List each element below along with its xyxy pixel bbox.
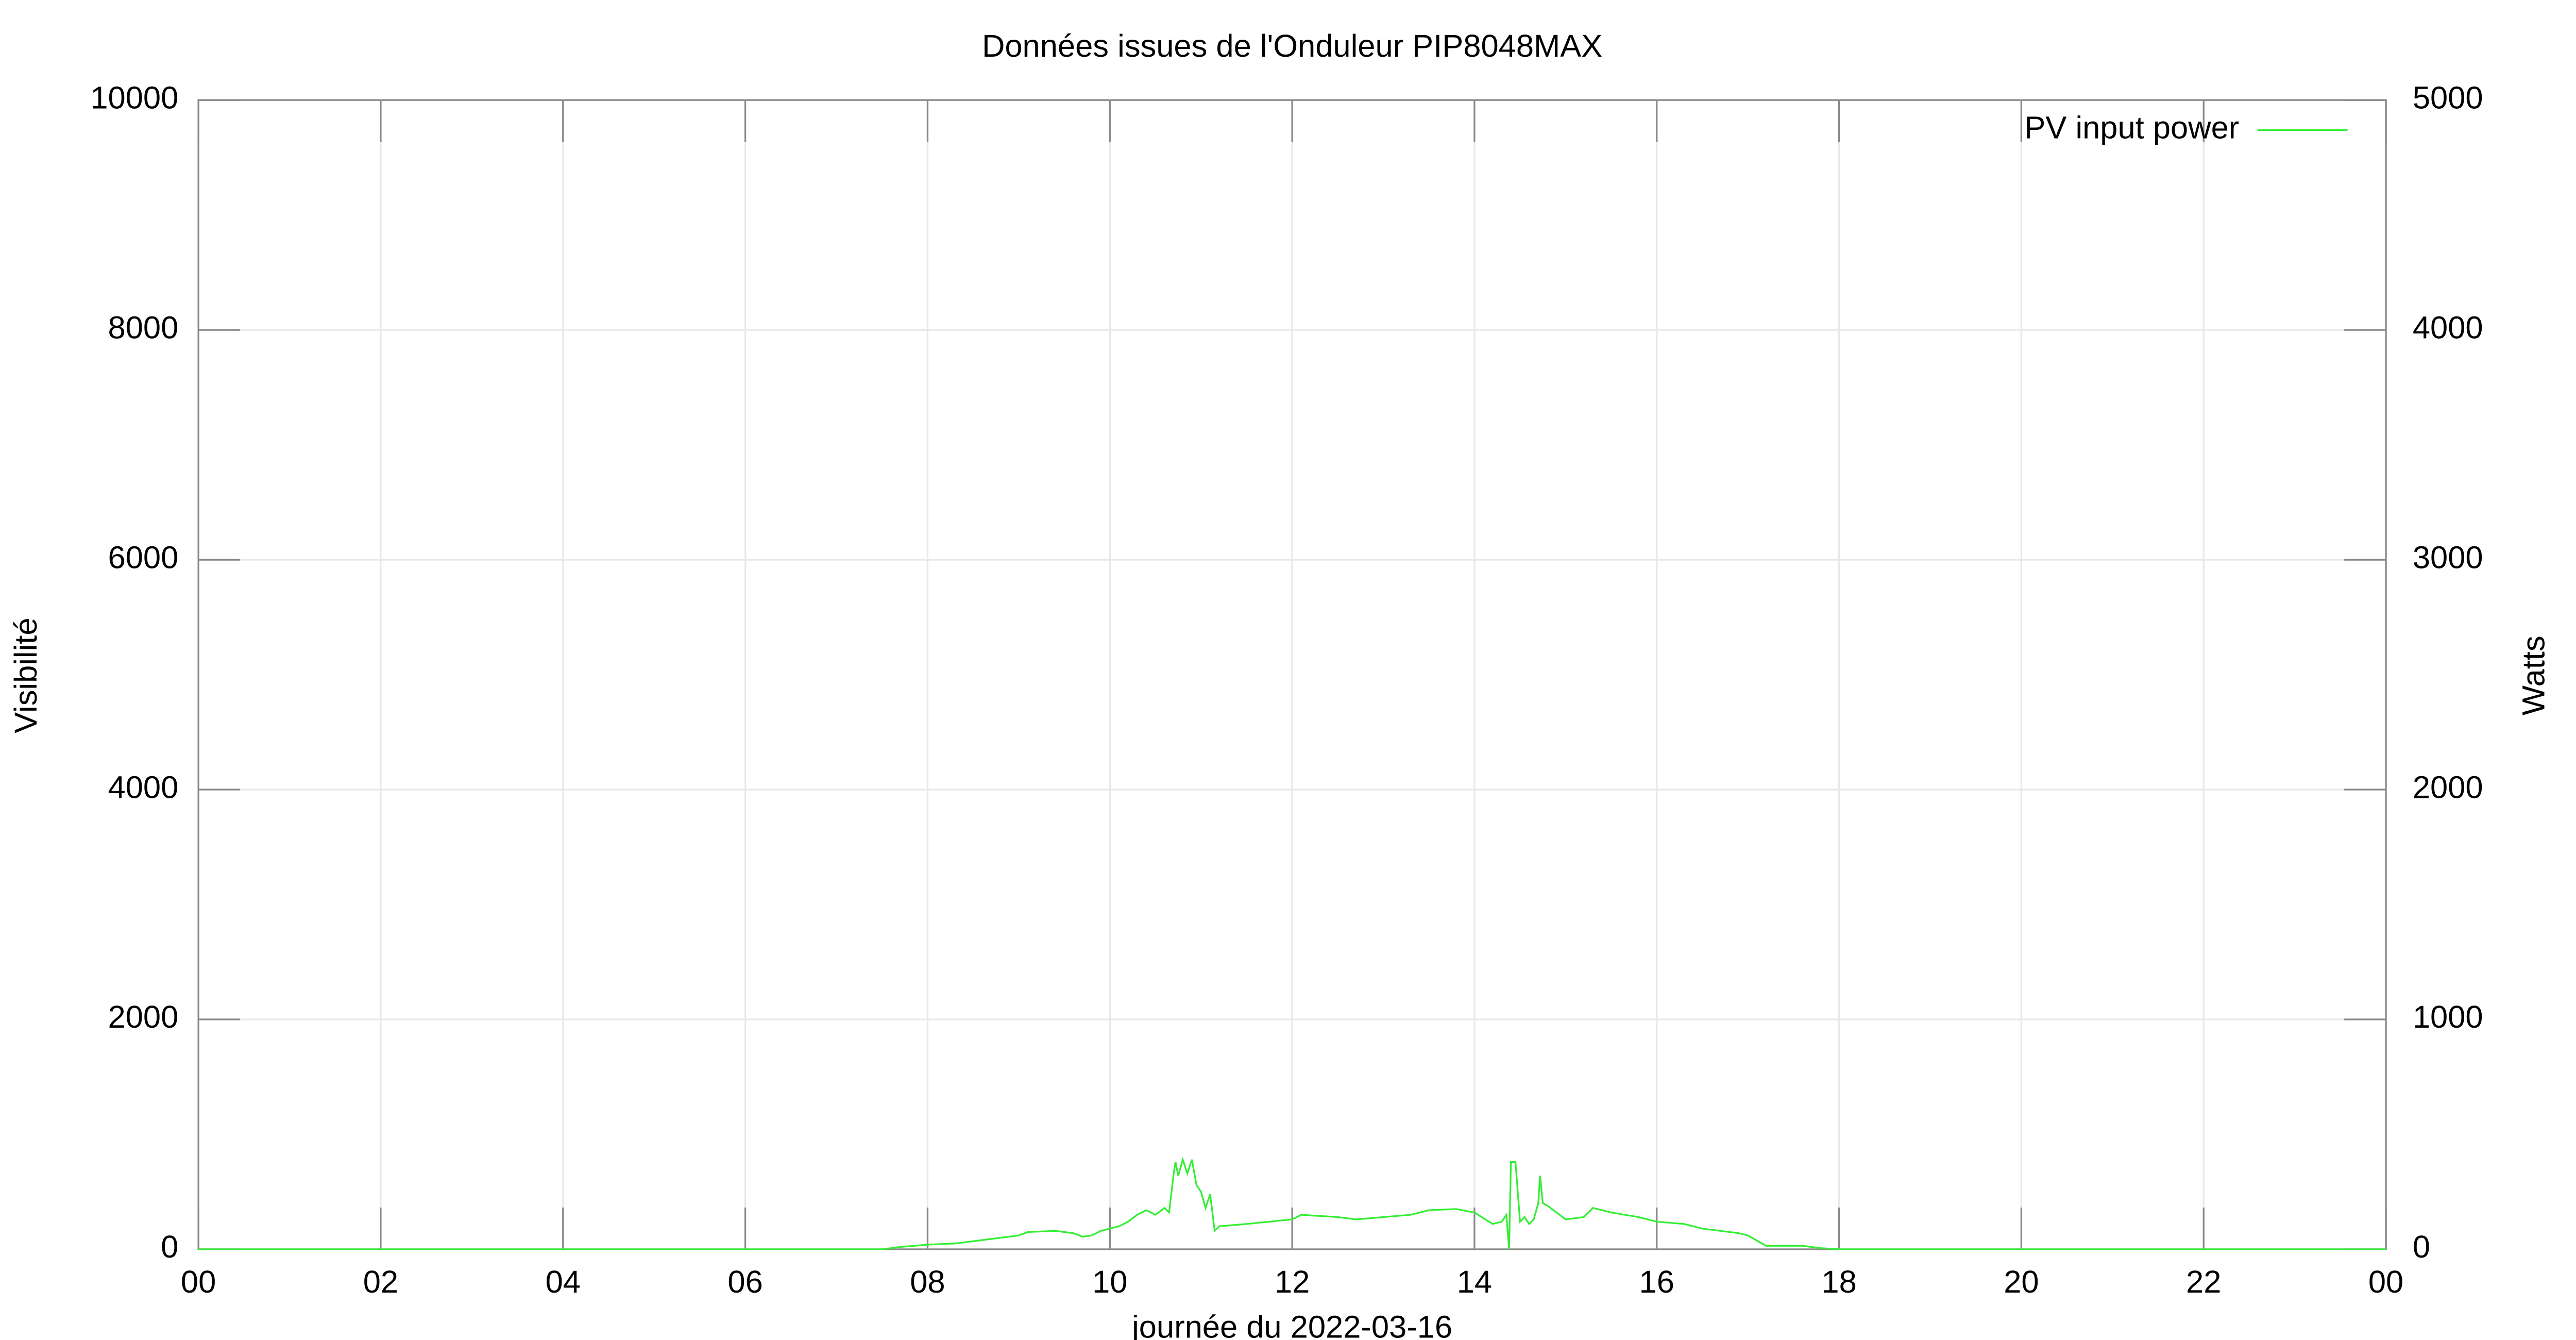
x-tick-label: 22 (2186, 1264, 2221, 1300)
plot-area: 00 02 04 06 08 10 12 14 16 18 20 22 0002000400060008… (90, 80, 2483, 1300)
x-tick-label: 08 (910, 1264, 945, 1300)
chart-title: Données issues de l'Onduleur PIP8048MAX (982, 28, 1602, 64)
y-tick-label: 10000 (90, 80, 178, 115)
x-tick-label: 04 (546, 1264, 581, 1300)
x-tick-label: 00 (181, 1264, 216, 1300)
y2-tick-label: 0 (2413, 1229, 2430, 1265)
y-axis-label: Visibilité (8, 617, 44, 733)
x-tick-label: 16 (1639, 1264, 1674, 1300)
series-line (198, 1157, 2386, 1250)
y-tick-label: 6000 (108, 540, 179, 575)
y2-tick-label: 1000 (2413, 999, 2483, 1035)
y-tick-label: 8000 (108, 310, 179, 345)
y-tick-label: 2000 (108, 999, 179, 1035)
x-tick-label: 00 (2368, 1264, 2403, 1300)
plot-border (197, 99, 2387, 1250)
y2-tick-label: 4000 (2413, 310, 2483, 345)
x-tick-label: 20 (2004, 1264, 2039, 1300)
x-tick-label: 14 (1457, 1264, 1492, 1300)
x-tick-label: 06 (727, 1264, 762, 1300)
y2-tick-label: 2000 (2413, 769, 2483, 805)
x-tick-label: 02 (363, 1264, 398, 1300)
x-tick-label: 10 (1092, 1264, 1127, 1300)
y-tick-label: 0 (161, 1229, 178, 1265)
y2-tick-label: 5000 (2413, 80, 2483, 115)
x-tick-label: 12 (1275, 1264, 1310, 1300)
x-tick-label: 18 (1821, 1264, 1856, 1300)
y-tick-label: 4000 (108, 769, 179, 805)
y2-tick-label: 3000 (2413, 540, 2483, 575)
y2-axis-label: Watts (2516, 635, 2552, 715)
legend-label: PV input power (2024, 110, 2239, 146)
x-axis-label: journée du 2022-03-16 (1131, 1310, 1452, 1340)
